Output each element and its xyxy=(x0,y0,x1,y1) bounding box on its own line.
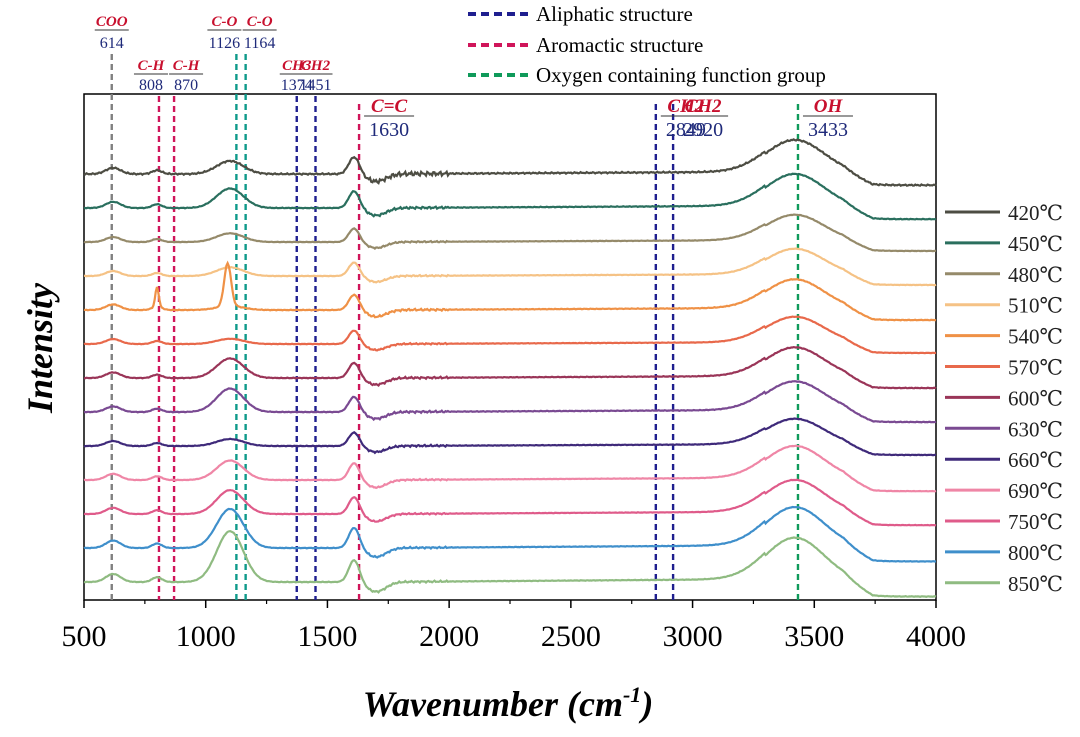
series-legend: 420℃ 450℃ 480℃ 510℃ 540℃ 570℃ 600℃ 630℃ 660℃ 690℃… xyxy=(945,201,1063,596)
series-line-690℃ xyxy=(83,444,937,493)
series-line-850℃ xyxy=(83,529,937,598)
x-tick-label: 500 xyxy=(62,620,107,653)
reference-group-614: COO xyxy=(96,14,128,30)
x-axis: 500 1000 1500 2000 2500 3000 3500 4000 xyxy=(62,600,966,653)
legend-label-540℃: 540℃ xyxy=(1008,325,1063,349)
series-line-480℃ xyxy=(83,213,937,253)
x-axis-label: Wavenumber (cm-1) xyxy=(363,682,654,724)
series-lines xyxy=(83,138,937,598)
x-tick-label: 3000 xyxy=(663,620,723,653)
legend-aromatic-label: Aromactic structure xyxy=(536,33,703,57)
series-line-800℃ xyxy=(83,505,937,563)
legend-label-660℃: 660℃ xyxy=(1008,448,1063,472)
series-line-750℃ xyxy=(83,478,937,527)
reference-group-2849: CH2 xyxy=(667,96,704,117)
legend-label-600℃: 600℃ xyxy=(1008,386,1063,410)
legend-label-570℃: 570℃ xyxy=(1008,356,1063,380)
reference-peak-1374: 1374 xyxy=(281,77,313,94)
group-legend: Aliphatic structure Aromactic structure … xyxy=(468,2,826,87)
reference-peak-1126: 1126 xyxy=(209,35,240,52)
x-tick-label: 1500 xyxy=(297,620,357,653)
legend-label-450℃: 450℃ xyxy=(1008,232,1063,256)
x-tick-label: 2500 xyxy=(541,620,601,653)
reference-group-3433: OH xyxy=(814,96,844,117)
legend-label-850℃: 850℃ xyxy=(1008,572,1063,596)
series-line-570℃ xyxy=(83,315,937,355)
reference-peak-2849: 2849 xyxy=(666,119,706,141)
series-line-630℃ xyxy=(83,380,937,424)
legend-label-690℃: 690℃ xyxy=(1008,479,1063,503)
legend-oxygen-label: Oxygen containing function group xyxy=(536,63,826,87)
x-tick-label: 3500 xyxy=(784,620,844,653)
legend-label-420℃: 420℃ xyxy=(1008,201,1063,225)
reference-peak-1451: 1451 xyxy=(300,77,332,94)
reference-peak-808: 808 xyxy=(139,77,163,94)
reference-group-2920: CH2 xyxy=(685,96,722,117)
series-line-540℃ xyxy=(83,260,937,322)
y-axis-label: Intensity xyxy=(20,282,60,414)
reference-labels: COO 614 C-H 808 C-H 870 C-O 1126 C-O 1164 CH3 1374 C… xyxy=(94,14,853,141)
reference-peak-614: 614 xyxy=(100,35,124,52)
series-line-420℃ xyxy=(83,138,937,187)
reference-group-870: C-H xyxy=(173,58,201,74)
reference-peak-1164: 1164 xyxy=(244,35,275,52)
series-line-660℃ xyxy=(83,417,937,457)
x-tick-label: 4000 xyxy=(906,620,966,653)
legend-label-750℃: 750℃ xyxy=(1008,510,1063,534)
reference-group-1451: CH2 xyxy=(301,58,331,74)
reference-peak-1630: 1630 xyxy=(369,119,409,141)
reference-group-808: C-H xyxy=(138,58,166,74)
legend-label-630℃: 630℃ xyxy=(1008,417,1063,441)
reference-lines xyxy=(110,54,800,600)
reference-group-1630: C=C xyxy=(371,96,407,117)
x-axis-label-sup: -1 xyxy=(623,682,641,707)
legend-label-480℃: 480℃ xyxy=(1008,263,1063,287)
series-line-510℃ xyxy=(83,247,937,287)
series-line-600℃ xyxy=(83,345,937,390)
legend-label-800℃: 800℃ xyxy=(1008,541,1063,565)
legend-aliphatic-label: Aliphatic structure xyxy=(536,2,693,26)
x-axis-label-close: ) xyxy=(638,684,653,724)
reference-group-1374: CH3 xyxy=(282,58,312,74)
reference-group-1126: C-O xyxy=(211,14,237,30)
legend-label-510℃: 510℃ xyxy=(1008,294,1063,318)
reference-group-1164: C-O xyxy=(247,14,273,30)
reference-peak-870: 870 xyxy=(174,77,198,94)
x-axis-label-main: Wavenumber (cm xyxy=(363,684,623,724)
x-tick-label: 1000 xyxy=(176,620,236,653)
reference-peak-2920: 2920 xyxy=(683,119,723,141)
reference-peak-3433: 3433 xyxy=(808,119,848,141)
x-tick-label: 2000 xyxy=(419,620,479,653)
series-line-450℃ xyxy=(83,172,937,221)
